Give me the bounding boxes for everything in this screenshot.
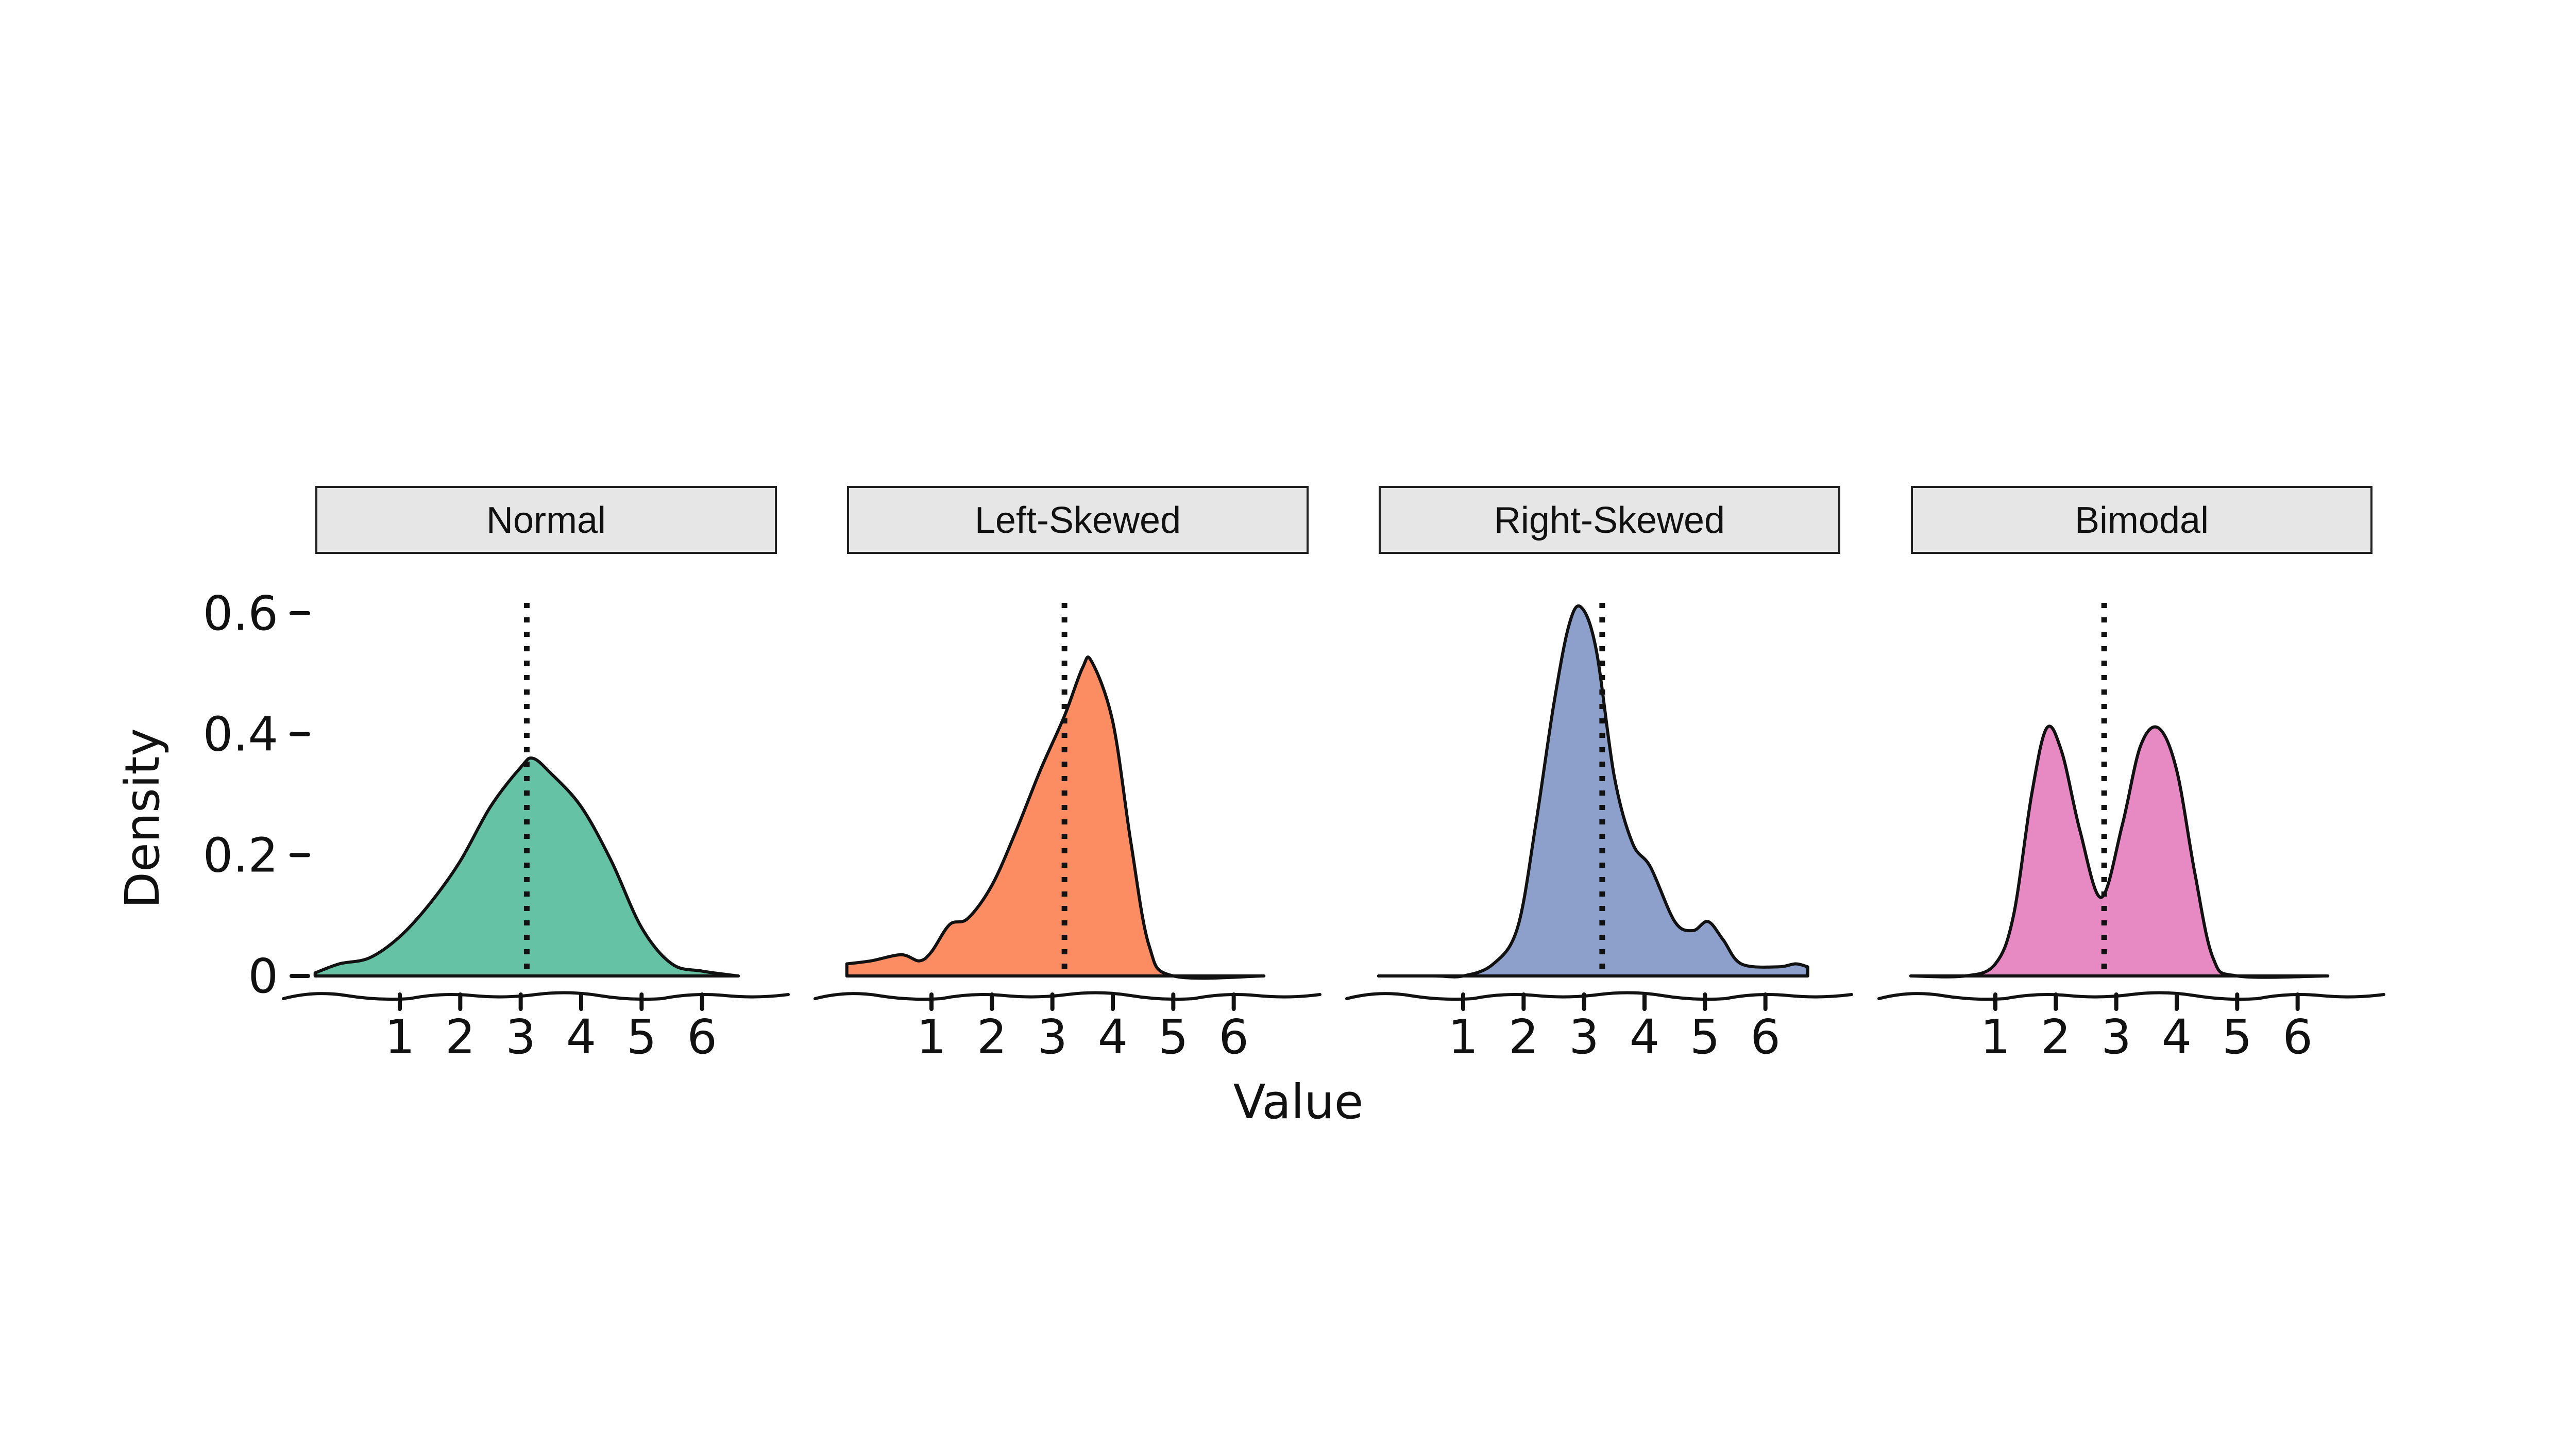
density-area <box>1377 604 1809 979</box>
x-tick-label: 1 <box>917 1009 947 1065</box>
x-tick-label: 6 <box>1750 1009 1781 1065</box>
x-tick-label: 6 <box>687 1009 717 1065</box>
facet-strip <box>1379 486 1840 554</box>
y-tick-label: 0.6 <box>203 586 278 641</box>
x-tick-label: 1 <box>1448 1009 1479 1065</box>
x-tick-label: 4 <box>1098 1009 1128 1065</box>
x-tick-label: 6 <box>2282 1009 2313 1065</box>
x-axis-line <box>1345 991 1853 1001</box>
density-area <box>1909 724 2330 979</box>
density-area <box>845 655 1266 980</box>
facet-label: Left-Skewed <box>975 500 1181 541</box>
x-tick-label: 3 <box>505 1009 536 1065</box>
facet-strip <box>847 486 1309 554</box>
facet-strip <box>315 486 777 554</box>
x-tick-label: 2 <box>445 1009 476 1065</box>
x-axis-line <box>282 991 790 1001</box>
x-tick-label: 4 <box>566 1009 597 1065</box>
x-tick-label: 1 <box>385 1009 415 1065</box>
panel-normal: Normal 1 2 3 4 5 6 <box>282 486 790 1065</box>
facet-label: Normal <box>486 500 606 541</box>
x-tick-label: 3 <box>1569 1009 1599 1065</box>
x-axis-line <box>1877 991 2385 1001</box>
panel-right-skewed: Right-Skewed 1 2 3 4 5 6 <box>1345 486 1853 1065</box>
y-tick-label: 0.4 <box>203 707 278 762</box>
facet-label: Bimodal <box>2075 500 2209 541</box>
x-tick-label: 2 <box>977 1009 1007 1065</box>
facet-label: Right-Skewed <box>1494 500 1725 541</box>
x-tick-label: 3 <box>1037 1009 1067 1065</box>
x-tick-label: 1 <box>1980 1009 2011 1065</box>
x-tick-label: 4 <box>2162 1009 2192 1065</box>
y-axis: 0 0.2 0.4 0.6 <box>203 586 310 1004</box>
y-axis-title: Density <box>115 728 170 908</box>
x-tick-label: 5 <box>626 1009 657 1065</box>
panel-bimodal: Bimodal 1 2 3 4 5 6 <box>1877 486 2385 1065</box>
y-tick-label: 0 <box>248 949 278 1004</box>
x-tick-label: 6 <box>1218 1009 1249 1065</box>
x-tick-label: 5 <box>1690 1009 1720 1065</box>
y-tick-label: 0.2 <box>203 828 278 883</box>
panel-left-skewed: Left-Skewed 1 2 3 4 5 6 <box>814 486 1321 1065</box>
facet-strip <box>1911 486 2372 554</box>
x-tick-label: 5 <box>2222 1009 2252 1065</box>
x-tick-label: 5 <box>1158 1009 1189 1065</box>
x-tick-label: 2 <box>2041 1009 2071 1065</box>
x-tick-label: 2 <box>1509 1009 1539 1065</box>
x-axis-title: Value <box>1233 1074 1364 1130</box>
x-axis-line <box>814 991 1321 1001</box>
x-tick-label: 4 <box>1630 1009 1660 1065</box>
x-tick-label: 3 <box>2101 1009 2131 1065</box>
